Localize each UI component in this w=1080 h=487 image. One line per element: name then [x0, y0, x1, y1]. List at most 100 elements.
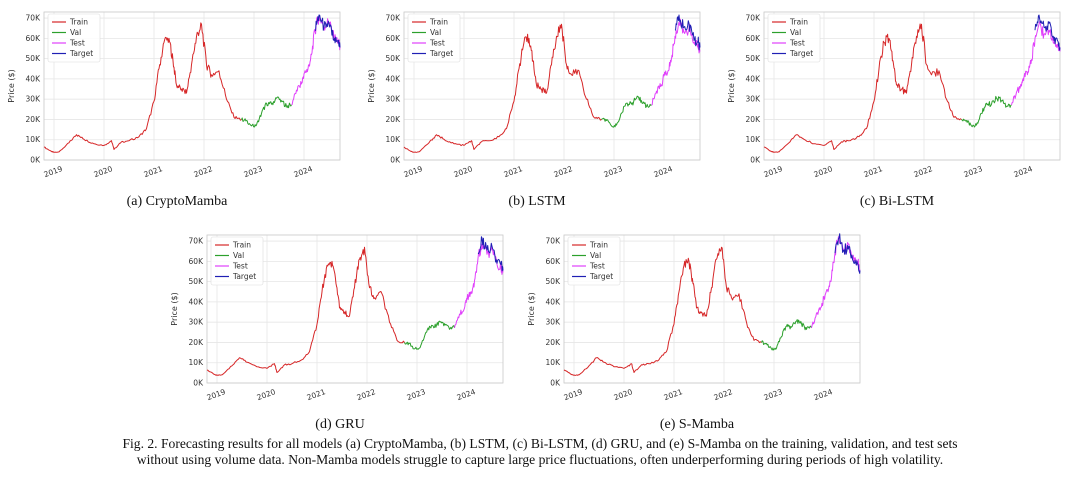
y-tick-label: 10K — [746, 135, 762, 144]
x-tick-label: 2019 — [206, 387, 227, 402]
y-tick-label: 40K — [746, 74, 762, 83]
y-axis-label: Price ($) — [727, 69, 736, 102]
x-tick-label: 2020 — [453, 164, 474, 179]
chart-caption: (d) GRU — [315, 417, 365, 432]
chart-panel-s-mamba: 0K 10K 20K 30K 40K 50K 60K 70K 2019 2020 2021 2022 2… — [522, 227, 872, 439]
series-line-target — [834, 233, 861, 274]
x-tick-label: 2021 — [863, 164, 884, 179]
x-tick-label: 2022 — [553, 164, 574, 179]
plot-frame — [763, 11, 1061, 161]
chart-bilstm: 0K 10K 20K 30K 40K 50K 60K 70K 2019 2020 2021 2022 2… — [727, 11, 1061, 179]
legend-label-val: Val — [233, 251, 244, 260]
x-tick-label: 2024 — [456, 387, 477, 402]
plot-frame — [206, 234, 504, 384]
x-tick-label: 2024 — [653, 164, 674, 179]
y-tick-label: 40K — [386, 74, 402, 83]
legend-box — [407, 13, 461, 63]
series-line-val — [761, 319, 812, 351]
y-tick-label: 50K — [746, 54, 762, 63]
x-tick-label: 2020 — [93, 164, 114, 179]
x-tick-label: 2022 — [356, 387, 377, 402]
legend-label-train: Train — [232, 241, 251, 250]
chart-panel-gru: 0K 10K 20K 30K 40K 50K 60K 70K 2019 2020 2021 2022 2… — [165, 227, 515, 439]
y-tick-label: 40K — [546, 297, 562, 306]
y-tick-label: 30K — [189, 318, 205, 327]
y-tick-label: 70K — [386, 14, 402, 23]
x-tick-label: 2020 — [256, 387, 277, 402]
legend-label-test: Test — [69, 39, 85, 48]
y-tick-label: 20K — [26, 115, 42, 124]
series-line-target — [674, 14, 701, 51]
x-tick-label: 2021 — [143, 164, 164, 179]
y-axis-label: Price ($) — [7, 69, 16, 102]
series-line-test — [651, 18, 701, 106]
series-line-train — [763, 23, 962, 153]
chart-caption: (a) CryptoMamba — [126, 194, 228, 209]
y-tick-label: 60K — [26, 34, 42, 43]
x-tick-label: 2023 — [243, 164, 264, 179]
legend-label-train: Train — [589, 241, 608, 250]
y-tick-label: 20K — [546, 338, 562, 347]
y-tick-label: 30K — [546, 318, 562, 327]
x-tick-label: 2020 — [813, 164, 834, 179]
chart-caption: (b) LSTM — [508, 194, 566, 209]
y-tick-label: 50K — [189, 277, 205, 286]
y-tick-label: 40K — [26, 74, 42, 83]
y-tick-label: 0K — [30, 156, 41, 165]
y-tick-label: 30K — [746, 95, 762, 104]
figure-caption-line-1: Fig. 2. Forecasting results for all mode… — [122, 436, 958, 451]
legend-label-test: Test — [589, 262, 605, 271]
chart-gru: 0K 10K 20K 30K 40K 50K 60K 70K 2019 2020 2021 2022 2… — [170, 234, 504, 402]
y-tick-label: 10K — [26, 135, 42, 144]
legend-label-target: Target — [232, 272, 256, 281]
y-tick-label: 70K — [189, 237, 205, 246]
y-tick-label: 60K — [189, 257, 205, 266]
legend-label-test: Test — [789, 39, 805, 48]
y-tick-label: 60K — [546, 257, 562, 266]
chart-panel-bilstm: 0K 10K 20K 30K 40K 50K 60K 70K 2019 2020 2021 2022 2… — [722, 4, 1072, 216]
y-axis-label: Price ($) — [527, 292, 536, 325]
chart-s-mamba: 0K 10K 20K 30K 40K 50K 60K 70K 2019 2020 2021 2022 2… — [527, 233, 861, 402]
legend-label-val: Val — [430, 28, 441, 37]
y-tick-label: 70K — [26, 14, 42, 23]
series-line-target — [1034, 14, 1061, 51]
y-tick-label: 70K — [746, 14, 762, 23]
legend-box — [767, 13, 821, 63]
x-tick-label: 2023 — [603, 164, 624, 179]
x-tick-label: 2020 — [613, 387, 634, 402]
y-tick-label: 50K — [26, 54, 42, 63]
x-tick-label: 2019 — [763, 164, 784, 179]
chart-panel-cryptomamba: 0K 10K 20K 30K 40K 50K 60K 70K 2019 2020 2021 2022 2… — [2, 4, 352, 216]
chart-caption: (e) S-Mamba — [659, 417, 735, 432]
plot-frame — [43, 11, 341, 161]
x-tick-label: 2024 — [293, 164, 314, 179]
x-tick-label: 2019 — [403, 164, 424, 179]
x-tick-label: 2024 — [813, 387, 834, 402]
chart-caption: (c) Bi-LSTM — [859, 194, 935, 209]
series-line-val — [404, 320, 455, 350]
x-tick-label: 2022 — [193, 164, 214, 179]
y-tick-label: 20K — [189, 338, 205, 347]
y-tick-label: 10K — [189, 358, 205, 367]
legend-label-target: Target — [589, 272, 613, 281]
y-tick-label: 30K — [26, 95, 42, 104]
series-line-val — [601, 95, 652, 128]
y-tick-label: 20K — [386, 115, 402, 124]
y-tick-label: 60K — [746, 34, 762, 43]
figure-caption: Fig. 2. Forecasting results for all mode… — [40, 436, 1040, 468]
y-tick-label: 0K — [193, 379, 204, 388]
legend-label-target: Target — [789, 49, 813, 58]
legend-label-val: Val — [70, 28, 81, 37]
chart-cryptomamba: 0K 10K 20K 30K 40K 50K 60K 70K 2019 2020 2021 2022 2… — [7, 11, 341, 179]
legend-label-target: Target — [429, 49, 453, 58]
x-tick-label: 2022 — [913, 164, 934, 179]
y-tick-label: 0K — [550, 379, 561, 388]
y-tick-label: 50K — [386, 54, 402, 63]
x-tick-label: 2023 — [406, 387, 427, 402]
legend-label-val: Val — [590, 251, 601, 260]
y-tick-label: 0K — [750, 156, 761, 165]
series-line-target — [477, 236, 504, 272]
y-tick-label: 40K — [189, 297, 205, 306]
